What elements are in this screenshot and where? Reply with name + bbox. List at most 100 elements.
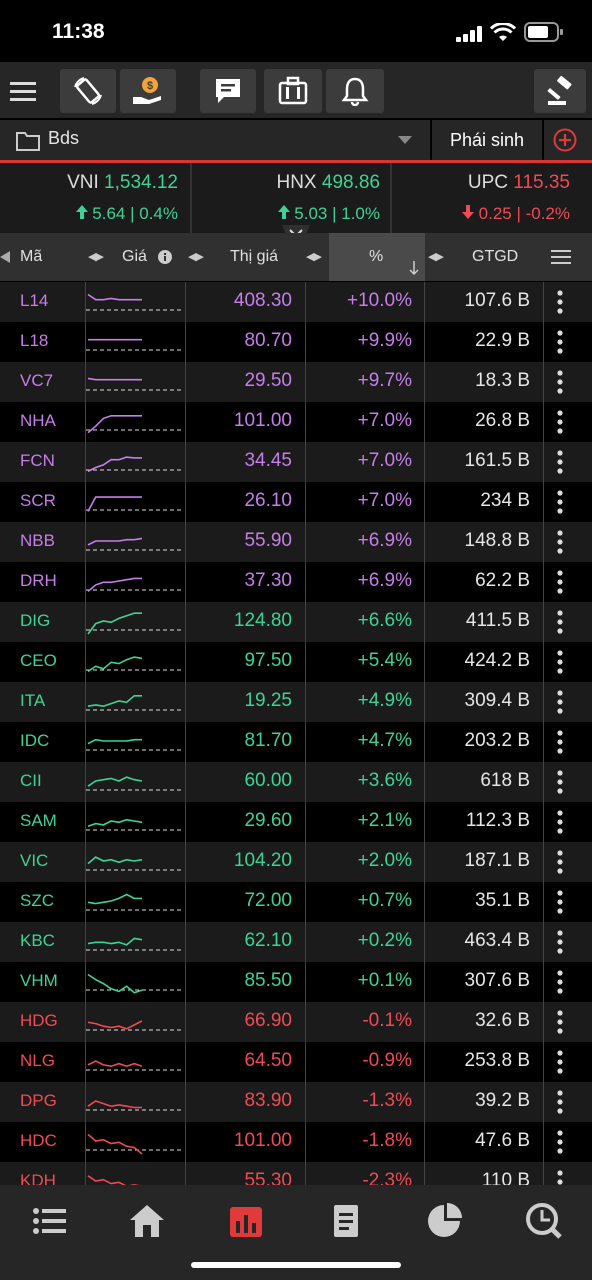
notifications-button[interactable] xyxy=(326,69,384,113)
column-price[interactable]: Giá xyxy=(122,248,147,265)
index-value: 498.86 xyxy=(321,172,380,193)
table-row[interactable]: DIG 124.80 +6.6% 411.5 B xyxy=(0,602,592,642)
table-row[interactable]: DRH 37.30 +6.9% 62.2 B xyxy=(0,562,592,602)
column-resize-icon[interactable]: ◀▶ xyxy=(188,251,204,263)
table-row[interactable]: NHA 101.00 +7.0% 26.8 B xyxy=(0,402,592,442)
more-options-icon[interactable] xyxy=(555,489,565,515)
market-price: 80.70 xyxy=(244,330,292,351)
more-options-icon[interactable] xyxy=(555,449,565,475)
more-options-icon[interactable] xyxy=(555,609,565,635)
index-vni[interactable]: VNI 1,534.12 5.64 | 0.4% xyxy=(0,163,190,233)
table-row[interactable]: HDG 66.90 -0.1% 32.6 B xyxy=(0,1002,592,1042)
column-percent-sorted[interactable]: % xyxy=(329,233,425,281)
watchlist-name: Bds xyxy=(48,128,80,148)
stock-symbol: KDH xyxy=(20,1171,56,1185)
more-options-icon[interactable] xyxy=(555,849,565,875)
table-row[interactable]: KBC 62.10 +0.2% 463.4 B xyxy=(0,922,592,962)
table-header: Mã ◀▶ Giá ◀▶ Thị giá ◀▶ % ◀▶ GTGD xyxy=(0,233,592,281)
sparkline-chart xyxy=(86,577,184,593)
table-row[interactable]: IDC 81.70 +4.7% 203.2 B xyxy=(0,722,592,762)
info-icon[interactable] xyxy=(158,250,172,264)
arrow-up-icon xyxy=(277,205,290,219)
more-options-icon[interactable] xyxy=(555,689,565,715)
percent-change: +10.0% xyxy=(347,290,412,311)
rotate-screen-button[interactable] xyxy=(60,69,116,113)
derivatives-tab[interactable]: Phái sinh xyxy=(430,120,544,160)
more-options-icon[interactable] xyxy=(555,329,565,355)
index-upc[interactable]: UPC 115.35 0.25 | -0.2% xyxy=(392,163,592,233)
stock-symbol: SAM xyxy=(20,811,57,830)
column-resize-icon[interactable]: ◀▶ xyxy=(88,251,104,263)
menu-icon[interactable] xyxy=(10,81,36,101)
more-options-icon[interactable] xyxy=(555,1169,565,1185)
more-options-icon[interactable] xyxy=(555,1009,565,1035)
more-options-icon[interactable] xyxy=(555,569,565,595)
more-options-icon[interactable] xyxy=(555,369,565,395)
table-row[interactable]: L18 80.70 +9.9% 22.9 B xyxy=(0,322,592,362)
sparkline-chart xyxy=(86,537,184,551)
table-row[interactable]: HDC 101.00 -1.8% 47.6 B xyxy=(0,1122,592,1162)
market-price: 408.30 xyxy=(233,290,292,311)
pie-chart-icon[interactable] xyxy=(424,1201,464,1241)
trading-value: 18.3 B xyxy=(475,370,530,391)
table-row[interactable]: KDH 55.30 -2.3% 110 B xyxy=(0,1162,592,1185)
more-options-icon[interactable] xyxy=(555,729,565,755)
stock-symbol: VHM xyxy=(20,971,58,990)
column-volume[interactable]: GTGD xyxy=(472,248,519,265)
column-resize-icon[interactable]: ◀▶ xyxy=(428,251,444,263)
home-icon[interactable] xyxy=(127,1201,167,1241)
watchlist-selector[interactable]: Bds xyxy=(0,120,428,160)
more-options-icon[interactable] xyxy=(555,1129,565,1155)
finance-button[interactable]: $ xyxy=(120,69,176,113)
add-circle-icon[interactable] xyxy=(553,128,577,152)
percent-change: +5.4% xyxy=(357,650,412,671)
more-options-icon[interactable] xyxy=(555,929,565,955)
more-options-icon[interactable] xyxy=(555,289,565,315)
column-symbol[interactable]: Mã xyxy=(20,248,43,265)
stock-symbol: SCR xyxy=(20,491,56,510)
table-row[interactable]: SZC 72.00 +0.7% 35.1 B xyxy=(0,882,592,922)
history-icon[interactable] xyxy=(524,1201,564,1241)
more-options-icon[interactable] xyxy=(555,1049,565,1075)
notebook-icon[interactable] xyxy=(326,1201,366,1241)
percent-change: +0.1% xyxy=(357,970,412,991)
table-row[interactable]: SCR 26.10 +7.0% 234 B xyxy=(0,482,592,522)
table-row[interactable]: CEO 97.50 +5.4% 424.2 B xyxy=(0,642,592,682)
more-options-icon[interactable] xyxy=(555,809,565,835)
tools-button[interactable] xyxy=(264,69,322,113)
more-options-icon[interactable] xyxy=(555,409,565,435)
table-row[interactable]: CII 60.00 +3.6% 618 B xyxy=(0,762,592,802)
more-options-icon[interactable] xyxy=(555,1089,565,1115)
trading-value: 112.3 B xyxy=(465,810,530,831)
bar-chart-icon[interactable] xyxy=(226,1201,266,1241)
folder-icon xyxy=(16,132,40,151)
table-row[interactable]: VC7 29.50 +9.7% 18.3 B xyxy=(0,362,592,402)
chat-button[interactable] xyxy=(200,69,256,113)
more-options-icon[interactable] xyxy=(555,889,565,915)
more-options-icon[interactable] xyxy=(555,529,565,555)
more-options-icon[interactable] xyxy=(555,769,565,795)
watchlist-bar: Bds Phái sinh xyxy=(0,120,592,163)
table-row[interactable]: NLG 64.50 -0.9% 253.8 B xyxy=(0,1042,592,1082)
table-row[interactable]: SAM 29.60 +2.1% 112.3 B xyxy=(0,802,592,842)
table-row[interactable]: DPG 83.90 -1.3% 39.2 B xyxy=(0,1082,592,1122)
table-row[interactable]: FCN 34.45 +7.0% 161.5 B xyxy=(0,442,592,482)
list-icon[interactable] xyxy=(30,1201,70,1241)
trading-value: 234 B xyxy=(480,490,530,511)
auction-button[interactable] xyxy=(534,69,586,113)
more-options-icon[interactable] xyxy=(555,649,565,675)
table-row[interactable]: VHM 85.50 +0.1% 307.6 B xyxy=(0,962,592,1002)
scroll-left-icon[interactable] xyxy=(0,251,10,263)
more-options-icon[interactable] xyxy=(555,969,565,995)
table-row[interactable]: NBB 55.90 +6.9% 148.8 B xyxy=(0,522,592,562)
sparkline-chart xyxy=(86,1100,184,1111)
column-market-price[interactable]: Thị giá xyxy=(230,248,279,265)
column-menu-icon[interactable] xyxy=(551,249,571,265)
table-row[interactable]: VIC 104.20 +2.0% 187.1 B xyxy=(0,842,592,882)
wifi-icon xyxy=(490,23,516,41)
table-row[interactable]: ITA 19.25 +4.9% 309.4 B xyxy=(0,682,592,722)
table-row[interactable]: L14 408.30 +10.0% 107.6 B xyxy=(0,282,592,322)
column-resize-icon[interactable]: ◀▶ xyxy=(306,251,322,263)
index-hnx[interactable]: HNX 498.86 5.03 | 1.0% xyxy=(192,163,390,233)
stock-symbol: NHA xyxy=(20,411,56,430)
